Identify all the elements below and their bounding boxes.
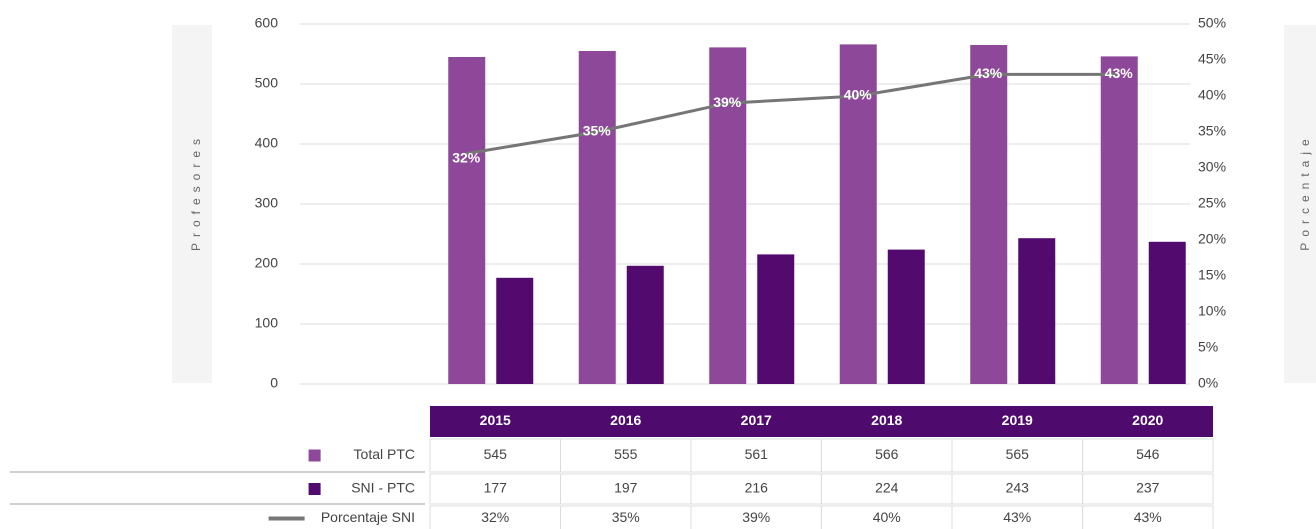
bar bbox=[626, 265, 664, 384]
table-cell bbox=[560, 438, 692, 473]
data-label: 39% bbox=[713, 94, 742, 110]
y-tick-label: 400 bbox=[255, 135, 279, 151]
data-label: 40% bbox=[844, 87, 873, 103]
table-cell-text: 555 bbox=[614, 446, 638, 462]
bar bbox=[970, 45, 1008, 384]
bar bbox=[839, 44, 877, 385]
table-header-cell: 2016 bbox=[610, 412, 641, 428]
table-cell bbox=[1082, 438, 1214, 473]
table-header-cell: 2019 bbox=[1002, 412, 1033, 428]
y2-tick-label: 30% bbox=[1198, 159, 1226, 175]
line bbox=[466, 72, 1119, 156]
table-cell-text: 565 bbox=[1006, 446, 1030, 462]
legend-swatch bbox=[268, 516, 305, 521]
table-cell-text: 566 bbox=[875, 446, 899, 462]
table-cell-text: 43% bbox=[1134, 509, 1162, 525]
y2-tick-label: 10% bbox=[1198, 303, 1226, 319]
data-label: 32% bbox=[452, 149, 481, 165]
table-header-cell: 2015 bbox=[480, 412, 511, 428]
y-tick-label: 500 bbox=[255, 75, 279, 91]
table-cell-text: 237 bbox=[1136, 480, 1160, 496]
table-header-cell: 2018 bbox=[871, 412, 902, 428]
legend-swatch bbox=[308, 483, 321, 495]
y-axis-label: Profesores bbox=[189, 133, 203, 251]
table-header-cell: 2017 bbox=[741, 412, 772, 428]
y2-tick-label: 5% bbox=[1198, 339, 1218, 355]
y2-axis-label: Porcentaje bbox=[1298, 133, 1312, 250]
table-cell-text: 35% bbox=[612, 509, 640, 525]
bar bbox=[496, 277, 534, 384]
table-header-cell: 2020 bbox=[1132, 412, 1163, 428]
table-cell bbox=[690, 438, 822, 473]
table-cell-text: 40% bbox=[873, 509, 901, 525]
legend-label: SNI - PTC bbox=[351, 480, 415, 496]
table-cell-text: 32% bbox=[481, 509, 509, 525]
y2-tick-label: 20% bbox=[1198, 231, 1226, 247]
data-label: 35% bbox=[583, 123, 612, 139]
legend-swatch bbox=[308, 449, 321, 462]
table-cell bbox=[560, 473, 692, 505]
y2-tick-label: 45% bbox=[1198, 51, 1226, 67]
y2-tick-label: 50% bbox=[1198, 15, 1226, 31]
legend-label: Porcentaje SNI bbox=[321, 509, 415, 525]
y2-tick-label: 0% bbox=[1198, 375, 1218, 391]
y-tick-label: 0 bbox=[270, 375, 278, 391]
bar bbox=[887, 249, 925, 384]
table-cell-text: 197 bbox=[614, 480, 638, 496]
y2-tick-label: 35% bbox=[1198, 123, 1226, 139]
data-label: 43% bbox=[1105, 65, 1134, 81]
y-tick-label: 200 bbox=[255, 255, 279, 271]
table-cell-text: 546 bbox=[1136, 446, 1160, 462]
table-cell-text: 561 bbox=[745, 446, 769, 462]
y-tick-label: 100 bbox=[255, 315, 279, 331]
y2-tick-label: 15% bbox=[1198, 267, 1226, 283]
legend-label: Total PTC bbox=[354, 446, 415, 462]
y2-tick-label: 25% bbox=[1198, 195, 1226, 211]
y-tick-label: 600 bbox=[255, 15, 279, 31]
axis-label-panel bbox=[172, 25, 212, 383]
bar bbox=[757, 254, 795, 384]
axis-label-panel bbox=[1284, 25, 1316, 383]
y2-tick-label: 40% bbox=[1198, 87, 1226, 103]
bar bbox=[1100, 56, 1138, 385]
table-cell-text: 216 bbox=[745, 480, 769, 496]
bar bbox=[578, 51, 616, 384]
y-tick-label: 300 bbox=[255, 195, 279, 211]
data-label: 43% bbox=[974, 65, 1003, 81]
table-cell-text: 243 bbox=[1006, 480, 1030, 496]
table-cell-text: 39% bbox=[742, 509, 770, 525]
table-cell-text: 177 bbox=[484, 480, 508, 496]
table-cell-text: 43% bbox=[1003, 509, 1031, 525]
table-cell-text: 224 bbox=[875, 480, 899, 496]
bar bbox=[448, 57, 486, 384]
table-cell bbox=[429, 438, 561, 473]
table-cell bbox=[1082, 473, 1214, 505]
table-cell bbox=[821, 473, 953, 505]
table-header bbox=[430, 406, 1213, 437]
bar bbox=[1148, 241, 1186, 384]
table-cell bbox=[690, 473, 822, 505]
table-cell bbox=[951, 473, 1083, 505]
table-cell-text: 545 bbox=[484, 446, 508, 462]
table-cell bbox=[1082, 505, 1214, 529]
bar bbox=[1018, 238, 1056, 384]
